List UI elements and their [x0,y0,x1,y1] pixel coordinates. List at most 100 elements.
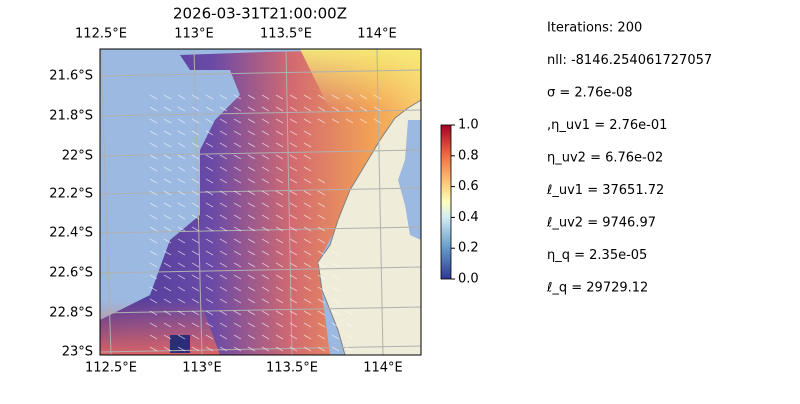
current-arrow [317,274,326,280]
current-arrow [303,238,312,244]
current-arrow [331,298,340,304]
current-arrow [247,94,256,100]
current-arrow [303,166,312,172]
current-arrow [303,334,312,340]
current-arrow [191,346,200,352]
current-arrow [205,166,214,172]
current-arrow [247,142,256,148]
current-arrow [219,298,228,304]
current-arrow [303,178,312,184]
current-arrow [261,214,270,220]
current-arrow [219,250,228,256]
current-arrow [233,214,242,220]
current-arrow [205,130,214,136]
current-arrow [191,202,200,208]
current-arrow [149,334,158,340]
current-arrow [149,262,158,268]
colorbar-tick-label: 0.8 [458,148,479,163]
current-arrow [275,166,284,172]
heatmap-highlight [300,49,421,110]
current-arrow [289,250,298,256]
current-arrow [289,154,298,160]
current-arrow [247,202,256,208]
current-arrow [317,262,326,268]
current-arrow [191,298,200,304]
current-arrow [191,262,200,268]
current-arrow [289,322,298,328]
current-arrow [149,142,158,148]
current-arrow [233,310,242,316]
current-arrow [219,214,228,220]
stat-line: η_q = 2.35e-05 [547,248,647,263]
current-arrow [303,106,312,112]
current-arrow [261,310,270,316]
current-arrow [163,322,172,328]
current-arrow [219,118,228,124]
current-arrow [205,346,214,352]
current-arrow [275,238,284,244]
current-arrow [233,202,242,208]
current-arrow [289,94,298,100]
current-arrow [233,274,242,280]
current-arrow [191,310,200,316]
current-arrow [261,274,270,280]
current-arrow [289,106,298,112]
current-arrow [303,310,312,316]
current-arrow [303,226,312,232]
current-arrow [205,202,214,208]
current-arrow [163,238,172,244]
current-arrow [149,310,158,316]
meridian [193,49,203,355]
current-arrow [331,286,340,292]
current-arrow [331,322,340,328]
lat-label: 21.8°S [49,109,93,124]
current-arrow [247,214,256,220]
current-arrow [331,310,340,316]
current-arrow [233,190,242,196]
current-arrow [331,346,340,352]
current-arrow [275,310,284,316]
current-arrow [163,286,172,292]
current-arrow [149,130,158,136]
current-arrow [177,190,186,196]
parallel [100,266,421,274]
current-arrow [233,238,242,244]
stat-line: ℓ_q = 29729.12 [546,281,648,296]
current-arrow [233,94,242,100]
current-arrow [149,238,158,244]
current-arrow [289,274,298,280]
parallel [100,149,421,157]
current-arrow [233,106,242,112]
current-arrow [163,166,172,172]
current-arrow [303,202,312,208]
current-arrow [261,286,270,292]
current-arrow [261,250,270,256]
current-arrow [149,274,158,280]
current-arrow [219,238,228,244]
stat-line: ,η_uv1 = 2.76e-01 [547,118,667,133]
current-arrow [219,334,228,340]
lon-label-top: 112.5°E [75,27,127,42]
current-arrow [205,238,214,244]
current-arrow [345,94,354,100]
current-arrow [247,238,256,244]
current-arrow [303,274,312,280]
current-arrow [163,94,172,100]
current-arrow [219,322,228,328]
lon-label-top: 113.5°E [260,27,312,42]
current-arrow [289,310,298,316]
parallel [100,69,421,77]
current-arrow [205,322,214,328]
current-arrow [163,106,172,112]
current-arrow [289,334,298,340]
current-arrow [205,106,214,112]
current-arrow [191,190,200,196]
current-arrow [191,118,200,124]
current-arrow [177,142,186,148]
current-arrow [163,298,172,304]
current-arrow [247,250,256,256]
current-arrow [247,226,256,232]
current-arrow [177,346,186,352]
current-arrow [359,94,368,100]
current-arrow [247,322,256,328]
